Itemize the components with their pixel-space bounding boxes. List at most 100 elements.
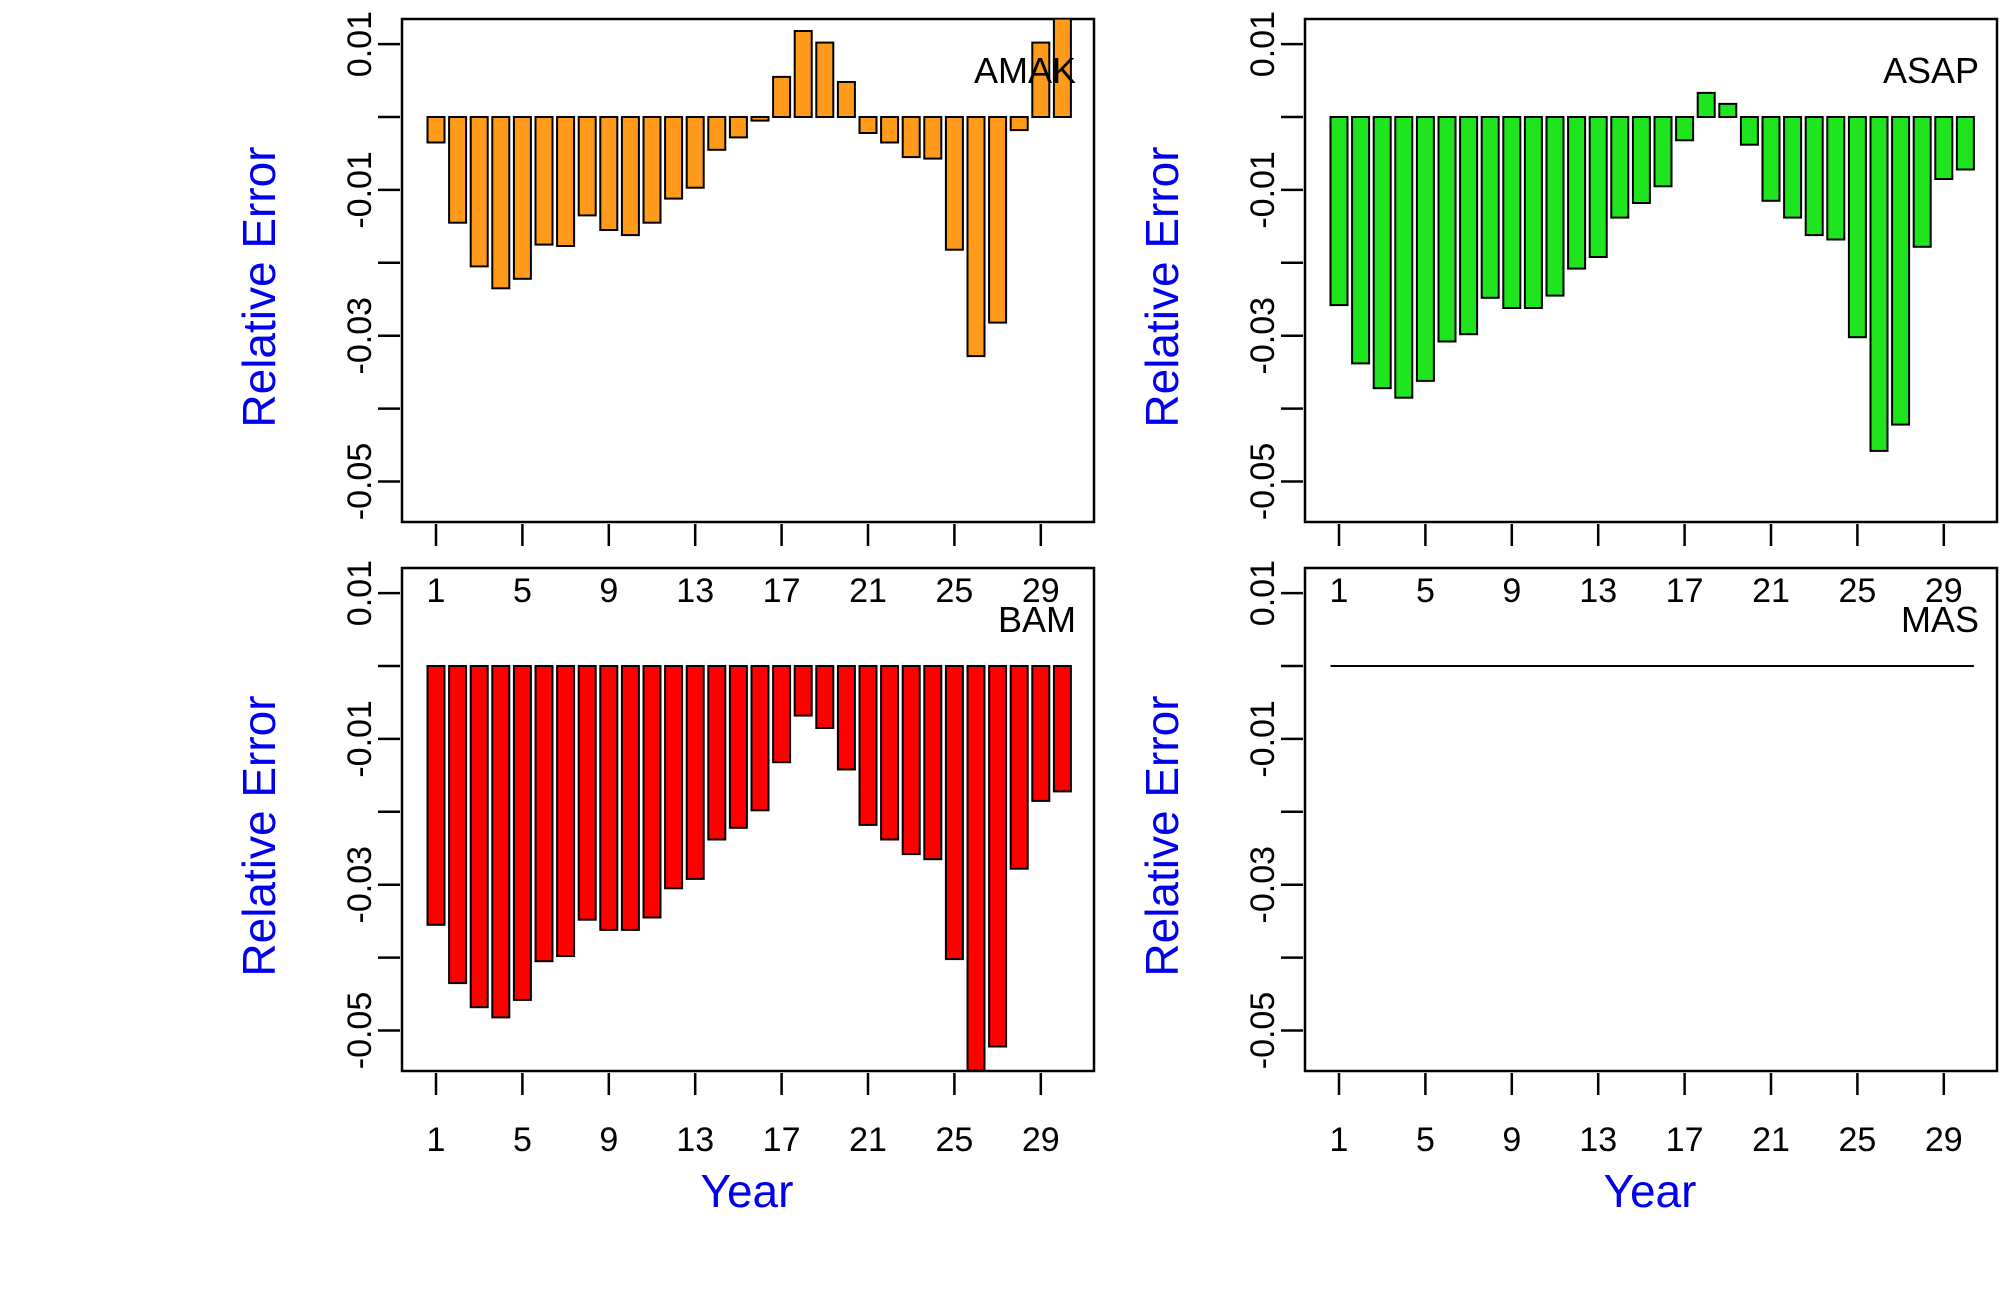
- bar-year-25: [944, 665, 964, 961]
- plot-frame: [1303, 17, 1999, 524]
- y-tick-label: -0.03: [341, 846, 379, 924]
- x-tick-label: 21: [1752, 1121, 1790, 1159]
- bar-year-14: [707, 116, 727, 151]
- x-tick-label: 29: [1925, 572, 1963, 610]
- bar-year-9: [599, 665, 619, 931]
- bar-year-1: [426, 665, 446, 926]
- x-tick-label: 5: [513, 1121, 532, 1159]
- y-tick-label: 0.01: [1244, 560, 1282, 626]
- bar-year-29: [1031, 41, 1051, 118]
- x-tick-label: 17: [763, 1121, 801, 1159]
- y-axis-title: Relative Error: [233, 695, 285, 976]
- y-tick-label: -0.01: [341, 151, 379, 229]
- y-axis-title: Relative Error: [1136, 695, 1188, 976]
- bar-year-4: [1394, 116, 1414, 399]
- bar-year-21: [858, 665, 878, 826]
- bar-year-15: [728, 665, 748, 829]
- bar-year-24: [1826, 116, 1846, 241]
- bar-year-3: [1372, 116, 1392, 390]
- bar-year-8: [577, 116, 597, 217]
- bar-year-28: [1009, 665, 1029, 870]
- y-axis: 0.01 -0.01 -0.03 -0.05: [341, 560, 400, 1069]
- bar-year-3: [469, 116, 489, 268]
- bar-year-23: [901, 116, 921, 159]
- bar-year-13: [685, 665, 705, 880]
- bars: [1329, 91, 1975, 452]
- bar-year-26: [966, 665, 986, 1071]
- bar-year-20: [836, 81, 856, 118]
- bar-year-1: [426, 116, 446, 144]
- x-tick-label: 21: [849, 572, 887, 610]
- bar-year-10: [620, 665, 640, 931]
- x-tick-label: 29: [1925, 1121, 1963, 1159]
- x-axis: 1 5 9 13 17 21 25 29: [427, 524, 1060, 610]
- bar-year-16: [750, 116, 770, 122]
- panel-label: AMAK: [974, 50, 1076, 91]
- panel-amak: 0.01 -0.01 -0.03 -0.05 1 5 9 13 17 21 25 29 AMAK R…: [233, 11, 1096, 610]
- bar-year-18: [1696, 91, 1716, 119]
- bar-year-6: [534, 116, 554, 246]
- bar-year-16: [750, 665, 770, 812]
- x-tick-label: 29: [1022, 572, 1060, 610]
- bar-year-22: [1783, 116, 1803, 219]
- bar-year-22: [880, 116, 900, 144]
- plot-frame: [400, 17, 1096, 524]
- x-tick-label: 1: [1330, 1121, 1349, 1159]
- x-tick-label: 9: [1502, 1121, 1521, 1159]
- x-tick-label: 25: [1838, 1121, 1876, 1159]
- x-tick-label: 25: [935, 1121, 973, 1159]
- bar-year-10: [1523, 116, 1543, 309]
- x-tick-label: 21: [849, 1121, 887, 1159]
- x-tick-label: 9: [1502, 572, 1521, 610]
- bar-year-28: [1009, 116, 1029, 132]
- y-axis: 0.01 -0.01 -0.03 -0.05: [341, 11, 400, 520]
- bar-year-23: [901, 665, 921, 856]
- bar-year-7: [1459, 116, 1479, 336]
- x-tick-label: 25: [1838, 572, 1876, 610]
- x-tick-label: 13: [676, 572, 714, 610]
- bar-year-24: [923, 665, 943, 861]
- bars: [426, 665, 1072, 1071]
- bar-year-25: [944, 116, 964, 251]
- bar-year-17: [1675, 116, 1695, 142]
- bar-year-30: [1052, 19, 1072, 119]
- bar-year-5: [512, 665, 532, 1001]
- x-tick-label: 17: [1666, 572, 1704, 610]
- x-axis-title: Year: [701, 1165, 794, 1217]
- y-tick-label: 0.01: [1244, 11, 1282, 77]
- bar-year-19: [1718, 102, 1738, 119]
- x-tick-label: 1: [427, 1121, 446, 1159]
- bar-year-28: [1912, 116, 1932, 248]
- bar-year-11: [642, 665, 662, 919]
- bar-year-8: [1480, 116, 1500, 299]
- y-tick-label: -0.05: [1244, 992, 1282, 1070]
- bar-year-29: [1031, 665, 1051, 802]
- bar-year-9: [599, 116, 619, 231]
- bar-year-27: [988, 116, 1008, 324]
- bar-year-6: [534, 665, 554, 963]
- panel-label: ASAP: [1883, 50, 1979, 91]
- bar-year-15: [1631, 116, 1651, 204]
- y-tick-label: -0.03: [341, 297, 379, 375]
- bar-year-2: [1351, 116, 1371, 365]
- plot-frame: [400, 566, 1096, 1073]
- bar-year-17: [772, 665, 792, 764]
- bar-year-18: [793, 30, 813, 118]
- bar-year-4: [491, 665, 511, 1019]
- bar-year-12: [664, 665, 684, 890]
- bar-year-8: [577, 665, 597, 921]
- y-axis-title: Relative Error: [1136, 146, 1188, 427]
- x-tick-label: 5: [513, 572, 532, 610]
- panel-mas: 0.01 -0.01 -0.03 -0.05 1 5 9 13 17 21 25 29 MAS Re…: [1136, 560, 1999, 1217]
- bar-year-9: [1502, 116, 1522, 309]
- bar-year-23: [1804, 116, 1824, 237]
- bar-year-5: [512, 116, 532, 280]
- x-tick-label: 13: [1579, 572, 1617, 610]
- bar-year-25: [1847, 116, 1867, 339]
- bar-year-13: [685, 116, 705, 189]
- bar-year-20: [1739, 116, 1759, 146]
- x-tick-label: 13: [676, 1121, 714, 1159]
- x-tick-label: 29: [1022, 1121, 1060, 1159]
- y-tick-label: -0.01: [341, 700, 379, 778]
- bar-year-22: [880, 665, 900, 841]
